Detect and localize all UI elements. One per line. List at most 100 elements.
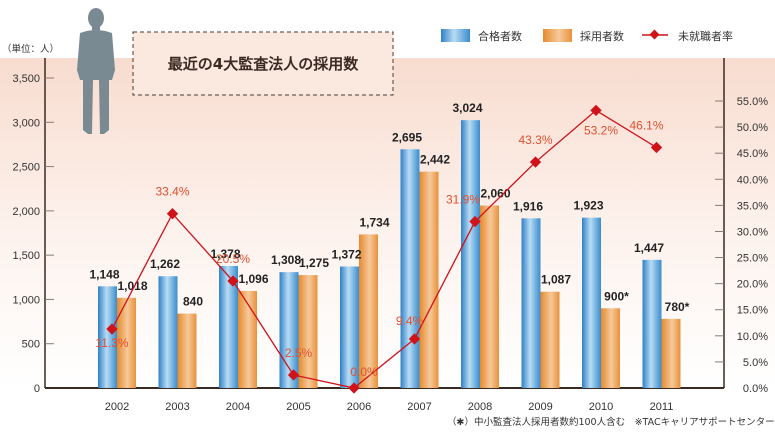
bar-hires bbox=[298, 275, 318, 388]
bar-passers bbox=[158, 276, 178, 388]
bar-value-label: 1,096 bbox=[238, 272, 268, 286]
rate-value-label: 20.5% bbox=[216, 252, 250, 266]
x-tick-label: 2002 bbox=[105, 401, 129, 413]
left-tick-label: 1,000 bbox=[12, 294, 40, 306]
title-box: 最近の4大監査法人の採用数 bbox=[132, 31, 394, 96]
right-tick-label: 10.0% bbox=[737, 331, 768, 343]
legend-diamond-icon bbox=[649, 29, 660, 40]
rate-value-label: 9.4% bbox=[396, 314, 424, 328]
x-tick-label: 2005 bbox=[286, 401, 310, 413]
legend-item-passers: 合格者数 bbox=[441, 29, 522, 43]
right-y-ticks: 0.0% 5.0% 10.0% 15.0% 20.0% 25.0% 30.0% 35.0% 40… bbox=[715, 96, 768, 395]
bar-hires bbox=[540, 291, 560, 388]
left-tick-label: 1,500 bbox=[12, 250, 40, 262]
left-tick-label: 2,000 bbox=[12, 206, 40, 218]
rate-value-label: 2.5% bbox=[285, 346, 313, 360]
bar-passers bbox=[582, 217, 601, 388]
legend-item-unemployment-rate: 未就職者率 bbox=[642, 29, 733, 43]
bar-value-label: 1,087 bbox=[541, 273, 571, 287]
bar-value-label: 780* bbox=[665, 300, 690, 314]
bar-hires bbox=[480, 205, 499, 388]
footnote: （✱）中小監査法人採用者数約100人含む ※TACキャリアサポートセンター調べ bbox=[447, 416, 775, 428]
bar-hires bbox=[419, 171, 439, 388]
right-tick-label: 0.0% bbox=[743, 383, 768, 395]
legend-label: 採用者数 bbox=[580, 29, 624, 43]
bar-value-label: 1,018 bbox=[117, 279, 147, 293]
bar-passers bbox=[219, 265, 238, 388]
bar-passers bbox=[98, 286, 117, 388]
x-tick-label: 2006 bbox=[347, 401, 371, 413]
legend: 合格者数 採用者数 未就職者率 bbox=[441, 29, 733, 43]
bar-value-label: 1,308 bbox=[271, 253, 301, 267]
bar-value-label: 2,695 bbox=[392, 130, 422, 144]
person-silhouette-icon bbox=[77, 8, 115, 134]
bar-value-label: 1,275 bbox=[299, 256, 329, 270]
bar-value-label: 2,060 bbox=[480, 187, 510, 201]
bar-value-label: 3,024 bbox=[452, 101, 482, 115]
right-tick-label: 25.0% bbox=[737, 253, 768, 265]
unit-label: （単位：人） bbox=[2, 43, 59, 55]
rate-marker-diamond-icon bbox=[348, 382, 360, 394]
legend-swatch-orange bbox=[543, 29, 572, 42]
x-tick-label: 2009 bbox=[528, 401, 552, 413]
x-tick-label: 2007 bbox=[407, 401, 431, 413]
left-tick-label: 3,000 bbox=[12, 117, 40, 129]
bar-hires bbox=[359, 234, 378, 388]
rate-value-label: 33.4% bbox=[155, 185, 189, 199]
x-tick-label: 2008 bbox=[468, 401, 492, 413]
bar-value-label: 900* bbox=[604, 289, 629, 303]
right-tick-label: 40.0% bbox=[737, 174, 768, 186]
rate-value-label: 43.3% bbox=[518, 133, 552, 147]
rate-marker-diamond-icon bbox=[227, 275, 239, 287]
right-tick-label: 55.0% bbox=[737, 96, 768, 108]
x-tick-labels: 2002 2003 2004 2005 2006 2007 2008 2009 2010 2011 bbox=[105, 401, 674, 413]
right-tick-label: 5.0% bbox=[743, 357, 768, 369]
rate-marker-diamond-icon bbox=[408, 333, 421, 345]
rate-marker-diamond-icon bbox=[287, 369, 300, 381]
bar-hires bbox=[117, 297, 136, 388]
right-tick-label: 45.0% bbox=[737, 148, 768, 160]
bar-hires bbox=[177, 313, 197, 388]
rate-marker-diamond-icon bbox=[469, 215, 481, 228]
rate-value-label: 31.9% bbox=[446, 193, 480, 207]
bar-value-label: 1,734 bbox=[359, 215, 389, 229]
rate-marker-diamond-icon bbox=[650, 141, 663, 154]
bar-passers bbox=[400, 149, 420, 388]
bar-value-label: 1,262 bbox=[150, 257, 180, 271]
rate-marker-diamond-icon bbox=[166, 208, 179, 220]
legend-label: 未就職者率 bbox=[678, 29, 733, 43]
bars bbox=[98, 120, 681, 388]
bar-value-label: 840 bbox=[183, 295, 203, 309]
bar-value-label: 1,923 bbox=[573, 199, 603, 213]
rate-value-label: 53.2% bbox=[584, 123, 618, 137]
rate-marker-diamond-icon bbox=[529, 156, 542, 168]
bar-hires bbox=[601, 308, 620, 388]
bar-value-label: 1,378 bbox=[210, 247, 240, 261]
bar-value-label: 2,442 bbox=[420, 153, 450, 167]
rate-value-label: 46.1% bbox=[629, 118, 663, 132]
x-tick-label: 2003 bbox=[165, 401, 189, 413]
bar-value-label: 1,916 bbox=[513, 199, 543, 213]
chart-title: 最近の4大監査法人の採用数 bbox=[168, 55, 359, 73]
right-tick-label: 50.0% bbox=[737, 122, 768, 134]
rate-line: 11.3% 33.4% 20.5% 2.5% 0.0% 9.4% 31.9% 43.3% 53.… bbox=[95, 104, 664, 394]
x-tick-label: 2004 bbox=[226, 401, 250, 413]
bar-value-label: 1,148 bbox=[89, 267, 119, 281]
left-tick-label: 0 bbox=[34, 383, 40, 395]
right-tick-label: 35.0% bbox=[737, 200, 768, 212]
bar-passers bbox=[642, 259, 662, 388]
bar-hires bbox=[238, 290, 257, 388]
right-tick-label: 20.0% bbox=[737, 279, 768, 291]
bar-value-label: 1,372 bbox=[331, 247, 361, 261]
bar-passers bbox=[340, 266, 359, 388]
x-tick-label: 2011 bbox=[650, 401, 674, 413]
bar-value-label: 1,447 bbox=[634, 241, 664, 255]
bar-hires bbox=[661, 318, 681, 388]
bar-labels: 1,1481,0181,2628401,3781,0961,3081,2751,… bbox=[89, 101, 689, 314]
rate-value-label: 11.3% bbox=[95, 336, 128, 350]
left-y-ticks: 0 500 1,000 1,500 2,000 2,500 3,000 3,500 bbox=[12, 73, 54, 395]
right-tick-label: 15.0% bbox=[737, 305, 768, 317]
x-tick-label: 2010 bbox=[589, 401, 613, 413]
bar-passers bbox=[521, 218, 541, 388]
